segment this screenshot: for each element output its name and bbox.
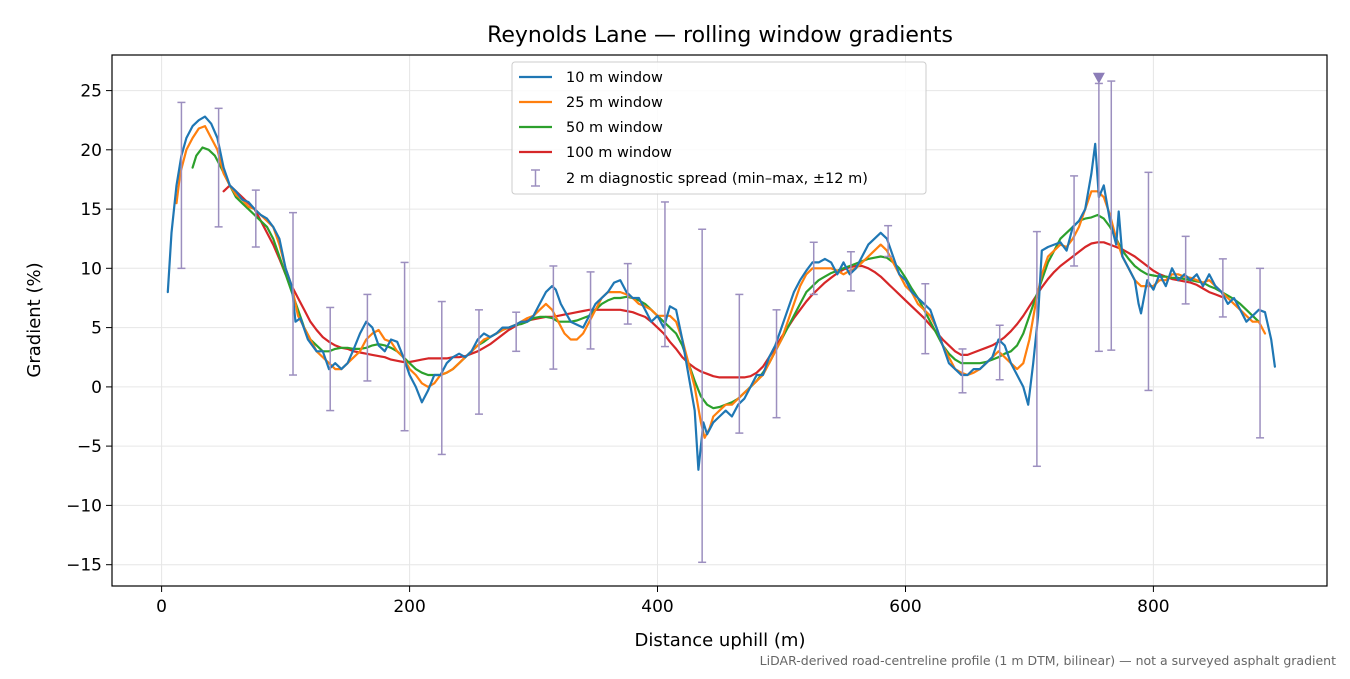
axis-ticks: 0 200 400 600 800 −15 −10 −5 0 5 10 15 20 25 bbox=[66, 82, 1170, 617]
plot-area-frame bbox=[111, 54, 1328, 587]
errorbar bbox=[363, 293, 372, 382]
series-line bbox=[175, 125, 1267, 439]
errorbar bbox=[772, 309, 781, 419]
errorbar bbox=[549, 265, 558, 370]
footnote: LiDAR-derived road-centreline profile (1… bbox=[760, 653, 1336, 668]
legend-label-100m: 100 m window bbox=[566, 145, 672, 161]
errorbar bbox=[512, 311, 521, 353]
legend-label-25m: 25 m window bbox=[566, 95, 663, 111]
errorbar bbox=[884, 224, 893, 258]
errorbar bbox=[474, 309, 483, 415]
errorbar bbox=[995, 324, 1004, 381]
y-tick-label: 20 bbox=[80, 141, 102, 161]
x-tick-label: 600 bbox=[889, 597, 921, 617]
legend-label-50m: 50 m window bbox=[566, 120, 663, 136]
errorbar-layer bbox=[177, 80, 1265, 564]
series-line bbox=[166, 115, 1276, 471]
errorbar bbox=[660, 201, 669, 348]
errorbar bbox=[1181, 235, 1190, 305]
series-layer bbox=[166, 115, 1276, 471]
errorbar bbox=[1032, 230, 1041, 468]
errorbar bbox=[698, 228, 707, 564]
errorbar bbox=[1144, 171, 1153, 392]
chart-title: Reynolds Lane — rolling window gradients bbox=[487, 23, 953, 48]
y-axis-label: Gradient (%) bbox=[24, 262, 45, 377]
errorbar bbox=[586, 271, 595, 350]
legend: 10 m window 25 m window 50 m window 100 … bbox=[511, 61, 927, 195]
errorbar bbox=[289, 211, 298, 376]
y-tick-label: 10 bbox=[80, 259, 102, 279]
legend-label-10m: 10 m window bbox=[566, 70, 663, 86]
y-tick-label: 5 bbox=[91, 319, 102, 339]
marker-layer bbox=[1092, 72, 1105, 84]
y-tick-label: 15 bbox=[80, 200, 102, 220]
errorbar bbox=[177, 101, 186, 270]
errorbar bbox=[921, 283, 930, 355]
series-line bbox=[222, 184, 1223, 379]
x-tick-label: 400 bbox=[641, 597, 673, 617]
errorbar bbox=[1070, 175, 1079, 267]
errorbar bbox=[735, 293, 744, 434]
errorbar bbox=[958, 348, 967, 394]
errorbar bbox=[251, 189, 260, 248]
x-tick-label: 0 bbox=[156, 597, 167, 617]
errorbar bbox=[326, 306, 335, 412]
errorbar bbox=[623, 262, 632, 325]
x-axis-label: Distance uphill (m) bbox=[635, 630, 806, 651]
y-tick-label: 0 bbox=[91, 378, 102, 398]
errorbar bbox=[1256, 267, 1265, 439]
errorbar bbox=[214, 107, 223, 228]
errorbar bbox=[809, 241, 818, 296]
y-tick-label: −10 bbox=[66, 496, 102, 516]
legend-label-errorbar: 2 m diagnostic spread (min–max, ±12 m) bbox=[566, 171, 868, 187]
errorbar bbox=[400, 261, 409, 432]
legend-box bbox=[511, 61, 927, 195]
errorbar bbox=[437, 300, 446, 456]
y-tick-label: 25 bbox=[80, 82, 102, 102]
y-tick-label: −5 bbox=[77, 437, 102, 457]
y-tick-label: −15 bbox=[66, 556, 102, 576]
x-tick-label: 200 bbox=[393, 597, 425, 617]
x-tick-label: 800 bbox=[1137, 597, 1169, 617]
legend-swatch-errorbar bbox=[531, 169, 540, 187]
errorbar bbox=[1107, 80, 1116, 351]
errorbar bbox=[846, 251, 855, 292]
peak-marker bbox=[1092, 72, 1105, 84]
errorbar bbox=[1218, 258, 1227, 318]
